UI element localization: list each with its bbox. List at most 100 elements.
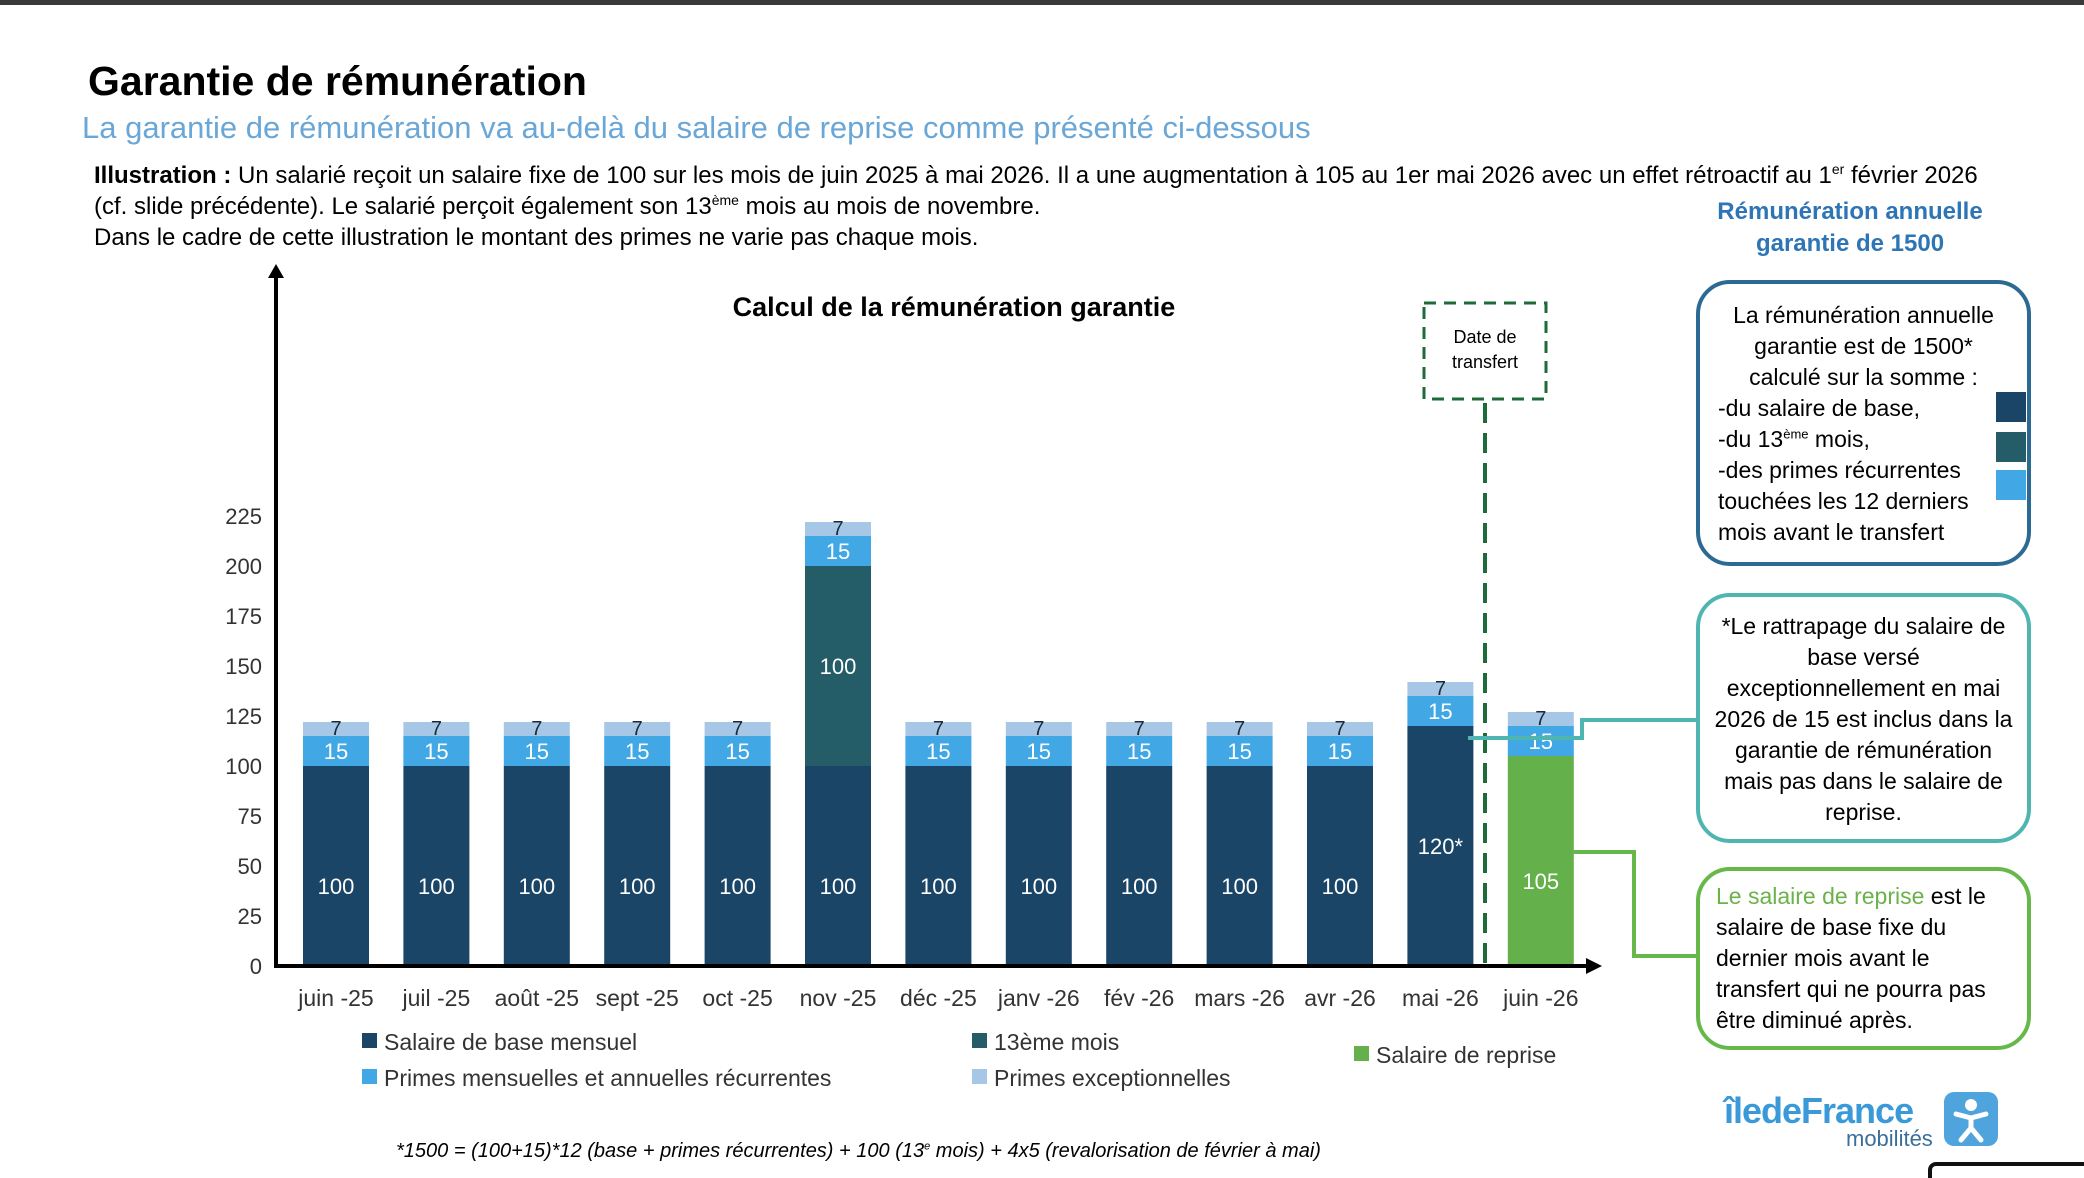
bar-base <box>1206 766 1273 966</box>
intro-line-2-a: (cf. slide précédente). Le salarié perço… <box>94 193 712 220</box>
bar-primes_recurrentes <box>905 736 972 766</box>
bar-primes_recurrentes <box>1507 726 1574 756</box>
bar-base <box>303 766 369 966</box>
bar-primes_recurrentes <box>403 736 470 766</box>
bar-primes_exceptionnelles <box>1206 722 1273 736</box>
intro-line-1: Illustration : Un salarié reçoit un sala… <box>94 160 2074 191</box>
rattrapage-box: *Le rattrapage du salaire de base versé … <box>1696 593 2031 843</box>
chart-title: Calcul de la rémunération garantie <box>733 292 1176 322</box>
data-label-base: 100 <box>1322 874 1359 899</box>
legend-label-reprise: Salaire de reprise <box>1376 1042 1556 1068</box>
legend-swatch-primes_recurrentes <box>362 1069 377 1084</box>
swatch-treizieme <box>1996 432 2026 462</box>
data-label-base: 100 <box>619 874 656 899</box>
transfer-label-line-1: Date de <box>1453 327 1516 347</box>
bar-primes_exceptionnelles <box>805 522 871 536</box>
intro-line-2-b: mois au mois de novembre. <box>738 193 1041 220</box>
swatch-base <box>1996 392 2026 422</box>
data-label-base: 100 <box>318 874 355 899</box>
y-tick-label: 200 <box>225 554 262 579</box>
bar-primes_recurrentes <box>1206 736 1273 766</box>
data-label-primes_exceptionnelles: 7 <box>1134 718 1145 740</box>
bar-primes_recurrentes <box>1307 736 1373 766</box>
intro-line-2: (cf. slide précédente). Le salarié perço… <box>94 191 2074 222</box>
annual-guarantee-title: Rémunération annuelle garantie de 1500 <box>1717 198 1983 257</box>
bar-primes_exceptionnelles <box>503 722 570 736</box>
x-tick-label: juin -26 <box>1502 985 1578 1011</box>
data-label-base: 100 <box>719 874 756 899</box>
y-axis-arrow <box>268 264 284 278</box>
legend-swatch-reprise <box>1354 1046 1369 1061</box>
box1-line-5-sup: ème <box>1783 426 1809 442</box>
bar-base <box>1307 766 1373 966</box>
data-label-primes_exceptionnelles: 7 <box>1234 718 1245 740</box>
x-tick-label: déc -25 <box>900 985 977 1011</box>
legend-swatch-treizieme <box>972 1033 987 1048</box>
data-label-primes_exceptionnelles: 7 <box>632 718 643 740</box>
y-tick-label: 175 <box>225 604 262 629</box>
data-label-base: 120* <box>1418 834 1464 859</box>
data-label-primes_recurrentes: 15 <box>625 739 649 764</box>
bar-primes_exceptionnelles <box>303 722 369 736</box>
data-label-base: 100 <box>1121 874 1158 899</box>
y-tick-label: 100 <box>225 754 262 779</box>
bar-treizieme <box>805 566 871 766</box>
x-tick-label: fév -26 <box>1104 985 1174 1011</box>
bar-base <box>403 766 470 966</box>
bar-base <box>1407 726 1474 966</box>
box1-line-6: -des primes récurrentes <box>1718 457 1961 483</box>
data-label-primes_recurrentes: 15 <box>1428 699 1452 724</box>
reprise-text: est le salaire de base fixe du dernier m… <box>1716 883 1986 1033</box>
data-label-base: 100 <box>518 874 555 899</box>
data-label-primes_exceptionnelles: 7 <box>933 718 944 740</box>
bar-primes_exceptionnelles <box>403 722 470 736</box>
footnote-b: mois) + 4x5 (revalorisation de février à… <box>930 1140 1321 1162</box>
data-label-primes_recurrentes: 15 <box>826 539 850 564</box>
data-label-primes_recurrentes: 15 <box>424 739 448 764</box>
intro-line-2-sup: ème <box>711 192 739 208</box>
data-label-treizieme: 100 <box>820 654 857 679</box>
box1-line-1: La rémunération annuelle <box>1733 302 1994 328</box>
footnote-sup: e <box>924 1140 931 1153</box>
data-label-base: 100 <box>820 874 857 899</box>
data-label-primes_recurrentes: 15 <box>725 739 749 764</box>
intro-line-1-sup: er <box>1831 161 1845 177</box>
top-border <box>0 0 2084 5</box>
bar-base <box>1106 766 1173 966</box>
box1-line-7: touchées les 12 derniers <box>1718 488 1969 514</box>
data-label-primes_exceptionnelles: 7 <box>531 718 542 740</box>
bar-primes_exceptionnelles <box>905 722 972 736</box>
y-tick-label: 0 <box>250 954 262 979</box>
x-tick-label: janv -26 <box>997 985 1080 1011</box>
footnote-a: *1500 = (100+15)*12 (base + primes récur… <box>396 1140 925 1162</box>
transfer-date-box <box>1422 301 1548 401</box>
x-tick-label: avr -26 <box>1304 985 1376 1011</box>
y-tick-label: 75 <box>238 804 262 829</box>
footnote: *1500 = (100+15)*12 (base + primes récur… <box>396 1140 1321 1163</box>
x-tick-label: oct -25 <box>702 985 772 1011</box>
bar-primes_exceptionnelles <box>1507 712 1574 726</box>
x-tick-label: juil -25 <box>402 985 471 1011</box>
connector-reprise <box>1572 850 1696 958</box>
logo-sub: mobilités <box>1846 1126 1933 1151</box>
reprise-highlight: Le salaire de reprise <box>1716 883 1925 909</box>
x-axis-arrow <box>1586 958 1602 974</box>
legend-swatch-primes_exceptionnelles <box>972 1069 987 1084</box>
box1-line-3: calculé sur la somme : <box>1749 364 1978 390</box>
box1-line-8: mois avant le transfert <box>1718 519 1945 545</box>
bar-primes_recurrentes <box>805 536 871 566</box>
guarantee-box: La rémunération annuelle garantie est de… <box>1696 280 2031 566</box>
y-tick-label: 150 <box>225 654 262 679</box>
y-tick-label: 225 <box>225 504 262 529</box>
bar-primes_exceptionnelles <box>1106 722 1173 736</box>
box1-line-2: garantie est de 1500* <box>1754 333 1973 359</box>
bar-primes_recurrentes <box>604 736 671 766</box>
data-label-base: 100 <box>920 874 957 899</box>
bar-base <box>1005 766 1072 966</box>
data-label-primes_exceptionnelles: 7 <box>1033 718 1044 740</box>
page-subtitle: La garantie de rémunération va au-delà d… <box>82 110 1311 145</box>
x-tick-label: août -25 <box>495 985 579 1011</box>
bar-primes_recurrentes <box>503 736 570 766</box>
data-label-reprise: 105 <box>1522 869 1559 894</box>
data-label-primes_exceptionnelles: 7 <box>732 718 743 740</box>
